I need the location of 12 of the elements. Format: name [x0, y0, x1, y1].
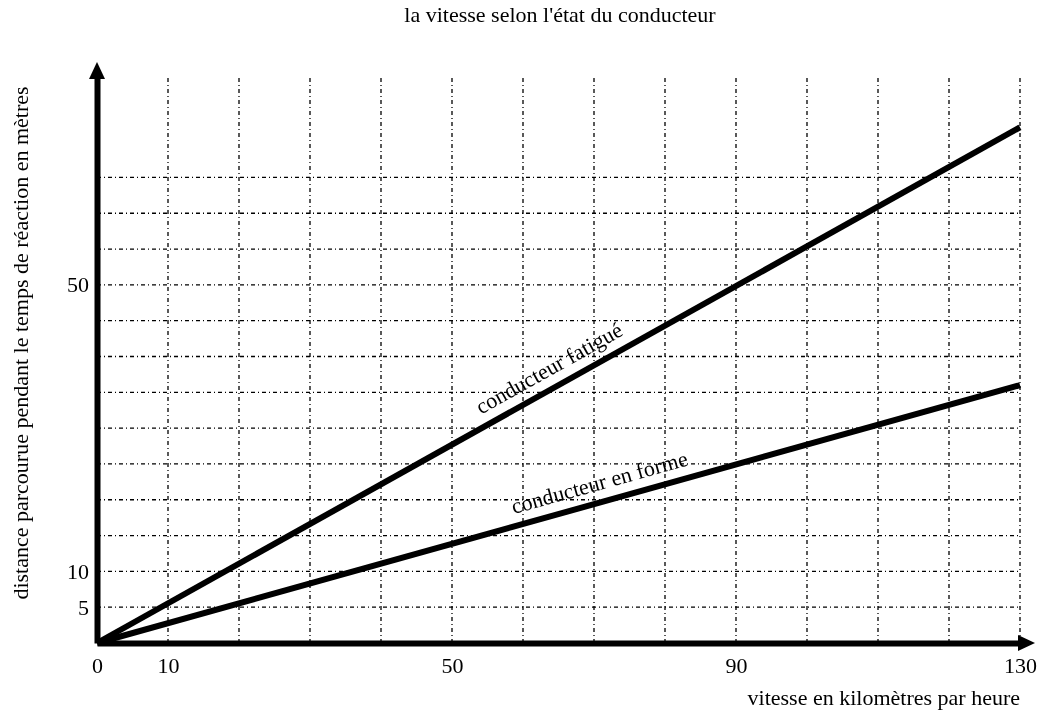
- x-tick-label: 10: [157, 652, 180, 678]
- text: conducteur en forme: [508, 445, 691, 519]
- y-tick-label: 10: [67, 558, 89, 584]
- y-axis-title: distance parcourue pendant le temps de réaction en mètres: [8, 86, 33, 600]
- x-tick-label: 0: [92, 652, 103, 678]
- x-tick-label: 130: [1004, 652, 1037, 678]
- chart-title: la vitesse selon l'état du conducteur: [404, 2, 717, 27]
- x-tick-label: 90: [725, 652, 748, 678]
- x-axis-title: vitesse en kilomètres par heure: [747, 685, 1020, 710]
- y-tick-label: 5: [78, 594, 89, 620]
- y-tick-label: 50: [67, 272, 89, 298]
- x-tick-label: 50: [441, 652, 464, 678]
